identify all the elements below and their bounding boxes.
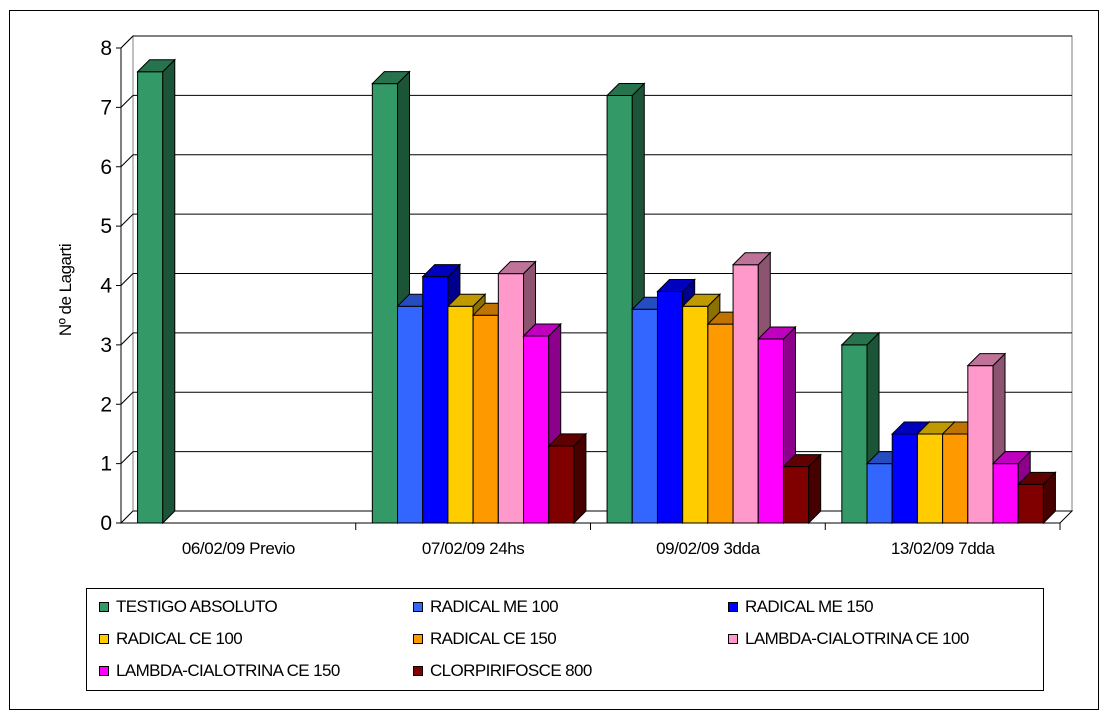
y-tick-label: 0 <box>100 512 112 535</box>
legend-swatch <box>99 666 109 676</box>
bar-top <box>1017 471 1057 485</box>
bar <box>841 344 868 524</box>
gridline-side <box>120 273 134 286</box>
y-axis-label: Nº de Lagarti <box>56 244 75 336</box>
bar <box>942 433 969 524</box>
bar-top <box>782 454 822 468</box>
bar-top <box>840 332 881 346</box>
legend-item: RADICAL CE 150 <box>413 629 557 649</box>
bar-top <box>421 264 462 278</box>
legend-item: LAMBDA-CIALOTRINA CE 100 <box>728 629 969 649</box>
legend: TESTIGO ABSOLUTO RADICAL ME 100 RADICAL ME… <box>86 588 1044 691</box>
bar <box>891 433 918 524</box>
y-tick-label: 6 <box>100 156 112 179</box>
bar-top <box>497 261 537 275</box>
gridline-side <box>120 154 134 168</box>
bar <box>656 290 684 524</box>
bar <box>992 463 1019 524</box>
bar-top <box>547 433 588 447</box>
legend-label: CLORPIRIFOSCE 800 <box>430 661 592 680</box>
bar <box>497 273 525 524</box>
bar <box>732 264 759 524</box>
bar-top <box>136 59 176 73</box>
bar-top <box>757 326 797 340</box>
gridline-side <box>120 213 134 227</box>
y-tick-label: 3 <box>100 334 112 357</box>
legend-label: RADICAL ME 150 <box>745 597 874 616</box>
gridline-side <box>120 332 134 346</box>
bar <box>137 71 164 524</box>
bar <box>371 83 399 524</box>
bar <box>548 445 575 524</box>
legend-item: LAMBDA-CIALOTRINA CE 150 <box>99 661 340 681</box>
legend-item: RADICAL ME 150 <box>728 597 874 617</box>
legend-label: LAMBDA-CIALOTRINA CE 150 <box>116 661 340 680</box>
legend-label: TESTIGO ABSOLUTO <box>116 597 278 616</box>
bar-top <box>966 353 1007 367</box>
bar-top <box>522 323 562 337</box>
legend-swatch <box>728 634 738 644</box>
legend-swatch <box>728 602 738 612</box>
bar <box>1017 483 1044 524</box>
bar <box>422 276 449 524</box>
bar <box>782 466 810 524</box>
bar <box>523 335 550 524</box>
x-tick-label: 09/02/09 3dda <box>656 539 760 558</box>
legend-item: TESTIGO ABSOLUTO <box>99 597 278 617</box>
legend-item: CLORPIRIFOSCE 800 <box>413 661 592 681</box>
bar-side <box>162 58 176 525</box>
gridline-side <box>120 391 134 405</box>
bar <box>631 308 658 524</box>
y-tick-label: 5 <box>100 215 112 238</box>
legend-label: RADICAL CE 100 <box>116 629 243 648</box>
legend-label: RADICAL CE 150 <box>430 629 557 648</box>
legend-label: RADICAL ME 100 <box>430 597 559 616</box>
bar-side <box>573 432 587 525</box>
gridline-side <box>120 35 134 49</box>
bar <box>472 314 499 524</box>
legend-swatch <box>413 602 423 612</box>
bar <box>682 305 709 524</box>
legend-label: LAMBDA-CIALOTRINA CE 100 <box>745 629 969 648</box>
gridline-side <box>120 95 134 108</box>
bar <box>916 433 944 524</box>
legend-swatch <box>413 666 423 676</box>
y-tick-label: 4 <box>100 275 112 298</box>
bar <box>606 95 633 524</box>
bar-top <box>371 71 411 85</box>
y-tick-label: 8 <box>100 37 112 60</box>
bar <box>866 463 893 524</box>
legend-item: RADICAL ME 100 <box>413 597 559 617</box>
gridline-side <box>120 451 134 464</box>
bar-top <box>681 293 722 307</box>
x-tick-label: 07/02/09 24hs <box>422 539 525 558</box>
legend-swatch <box>99 634 109 644</box>
x-tick-label: 13/02/09 7dda <box>891 539 995 558</box>
legend-swatch <box>99 602 109 612</box>
bar <box>967 365 994 524</box>
bar <box>397 305 424 524</box>
bar <box>757 338 784 524</box>
y-tick-label: 1 <box>100 453 112 476</box>
legend-item: RADICAL CE 100 <box>99 629 243 649</box>
bar <box>707 323 734 524</box>
bar-top <box>991 451 1032 465</box>
legend-swatch <box>413 634 423 644</box>
bar <box>447 305 474 524</box>
bar-top <box>446 293 487 307</box>
x-tick-label: 06/02/09 Previo <box>182 539 295 558</box>
bar-top <box>731 252 772 266</box>
bar-top <box>605 83 646 96</box>
y-tick-label: 7 <box>100 96 112 119</box>
bar-top <box>656 278 696 292</box>
y-tick-label: 2 <box>100 393 112 416</box>
